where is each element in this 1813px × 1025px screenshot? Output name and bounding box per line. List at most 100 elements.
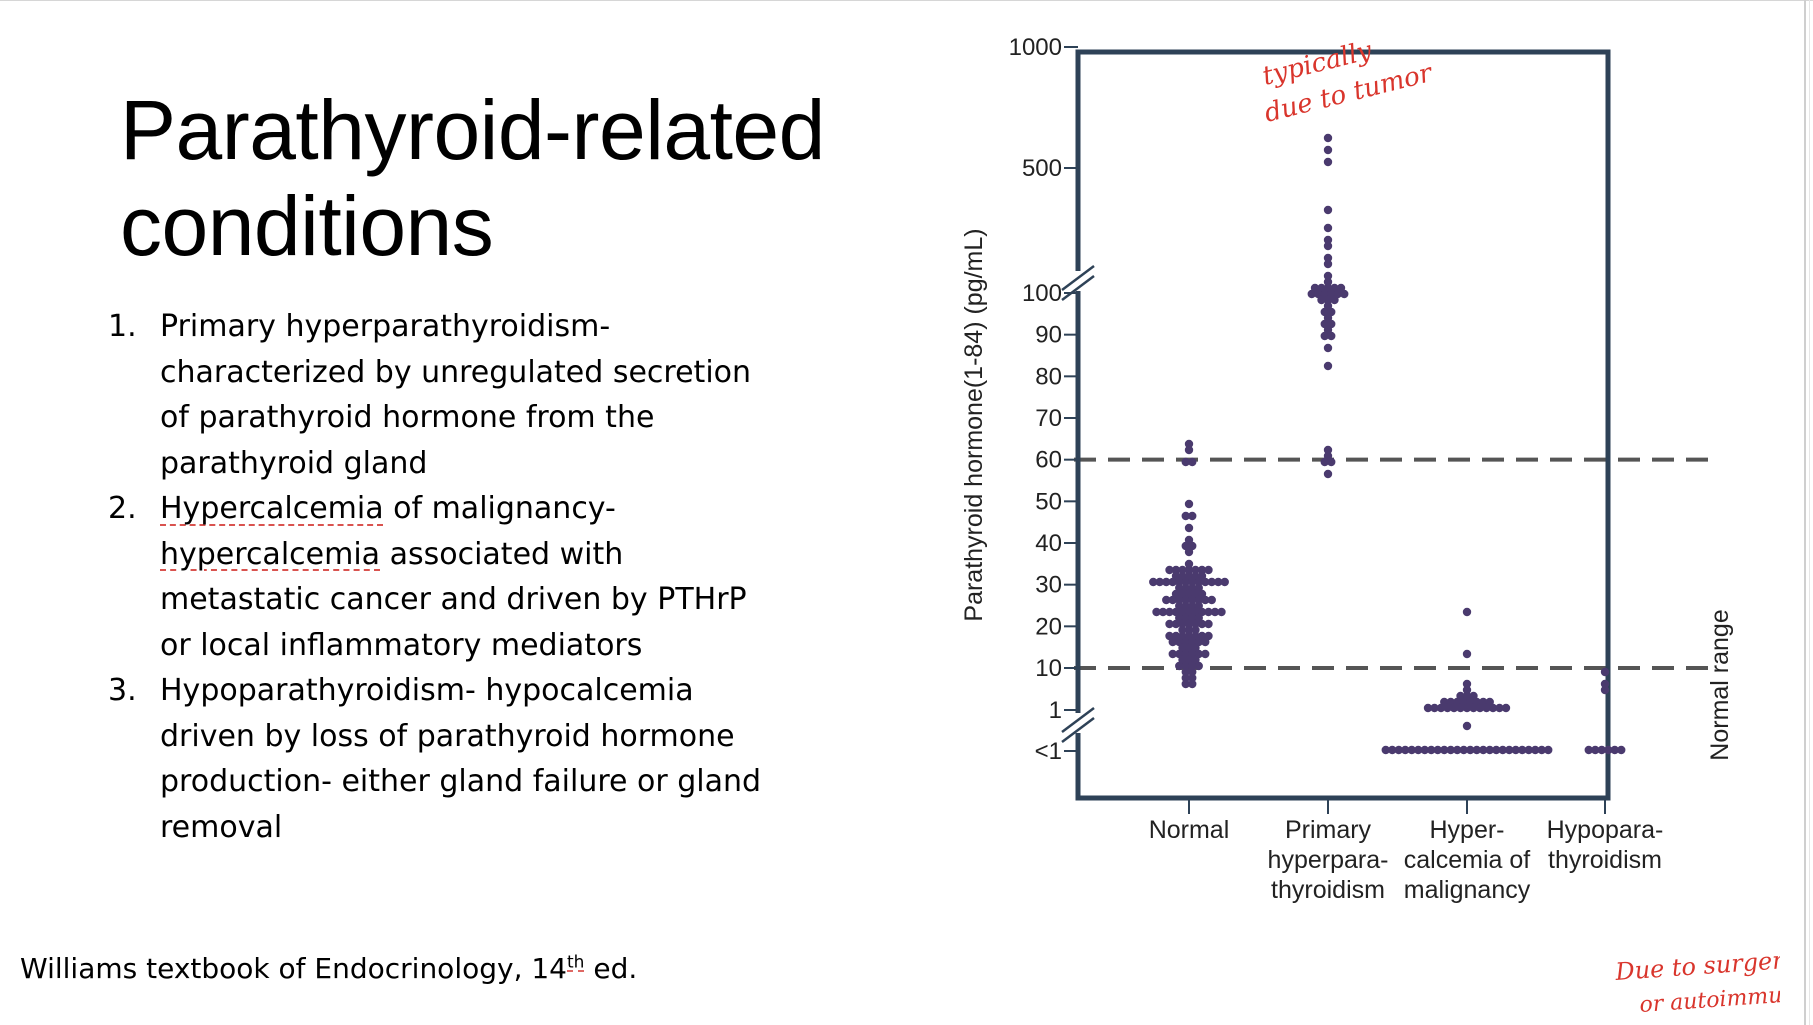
data-point [1188, 595, 1197, 605]
data-point [1323, 295, 1333, 305]
x-category-label: thyroidism [1548, 846, 1662, 874]
data-points [1149, 133, 1626, 755]
data-point [1584, 745, 1593, 755]
list-item-line: Primary hyperparathyroidism- [160, 309, 611, 344]
y-tick-label: 10 [1035, 655, 1062, 682]
data-point [1544, 745, 1553, 755]
data-point [1188, 673, 1197, 683]
data-point [1210, 607, 1220, 617]
data-point [1155, 577, 1164, 587]
y-tick-label: 100 [1022, 280, 1062, 307]
data-point [1394, 745, 1403, 755]
data-point [1327, 457, 1336, 467]
y-tick-label: 70 [1035, 405, 1062, 432]
citation-text: Williams textbook of Endocrinology, 14 [20, 952, 567, 985]
data-point [1181, 667, 1190, 677]
x-category-label: Normal [1149, 816, 1230, 844]
pth-scatter-figure: <1 1 10 20 30 40 50 60 70 80 90 100 500 1000 Normal Pr… [940, 30, 1780, 1020]
list-item-line: hypercalcemia associated with [160, 532, 820, 578]
data-point [1214, 577, 1223, 587]
data-point [1610, 745, 1619, 755]
window-top-border [0, 0, 1813, 1]
data-point [1407, 745, 1416, 755]
list-item-line: of parathyroid hormone from the [160, 400, 655, 435]
data-point [1498, 745, 1507, 755]
annotation-bottom-line1: Due to surgery [1613, 945, 1780, 986]
data-point [1505, 745, 1514, 755]
x-category-label: thyroidism [1271, 876, 1385, 904]
data-point [1204, 619, 1213, 629]
data-point [1501, 703, 1511, 713]
data-point [1423, 703, 1433, 713]
list-item-line-rest: of malignancy- [383, 491, 616, 526]
pth-scatter-chart: <1 1 10 20 30 40 50 60 70 80 90 100 500 1000 Normal Pr… [960, 34, 1780, 1018]
data-point [1184, 547, 1194, 557]
list-item-line: driven by loss of parathyroid hormone [160, 718, 735, 754]
data-point [1168, 595, 1177, 605]
data-point [1181, 661, 1190, 671]
conditions-list: 1. Primary hyperparathyroidism- characte… [100, 304, 820, 850]
data-point [1217, 607, 1226, 617]
data-point [1462, 607, 1472, 617]
data-point [1492, 745, 1501, 755]
data-point [1197, 619, 1207, 629]
y-tick-label: 20 [1035, 613, 1062, 640]
data-point [1175, 661, 1184, 671]
x-category-label: malignancy [1404, 876, 1531, 904]
x-category-label: Hyper- [1429, 816, 1504, 844]
data-point [1475, 703, 1485, 713]
data-point [1420, 745, 1429, 755]
data-point [1323, 205, 1333, 215]
annotation-bottom-line2: or autoimmune [1639, 981, 1780, 1018]
data-point [1188, 667, 1197, 677]
citation: Williams textbook of Endocrinology, 14th… [20, 952, 637, 985]
list-item-line: parathyroid gland [160, 445, 428, 481]
data-point [1201, 577, 1210, 587]
data-point [1453, 745, 1462, 755]
data-point [1184, 625, 1194, 635]
data-point [1188, 679, 1197, 689]
list-item-line: removal [160, 809, 283, 845]
data-point [1443, 703, 1452, 713]
y-tick-label: 500 [1022, 155, 1062, 182]
data-point [1204, 565, 1213, 575]
data-point [1181, 595, 1190, 605]
data-point [1178, 619, 1187, 629]
data-point [1330, 295, 1339, 305]
data-point [1181, 673, 1190, 683]
data-point [1449, 703, 1459, 713]
data-point [1201, 595, 1210, 605]
data-point [1617, 745, 1626, 755]
axis-break-mark [1061, 275, 1095, 301]
data-point [1440, 745, 1449, 755]
data-point [1388, 745, 1397, 755]
data-point [1604, 745, 1613, 755]
window-right-border [1804, 0, 1806, 1025]
data-point [1323, 145, 1333, 155]
data-point [1340, 289, 1349, 299]
data-point [1168, 577, 1177, 587]
data-point [1323, 343, 1333, 353]
slide-title: Parathyroid-related conditions [120, 82, 880, 274]
data-point [1168, 649, 1177, 659]
y-tick-label: 30 [1035, 572, 1062, 599]
data-point [1469, 703, 1478, 713]
data-point [1401, 745, 1410, 755]
data-point [1600, 667, 1610, 677]
data-point [1197, 565, 1207, 575]
data-point [1181, 679, 1190, 689]
y-axis-label: Parathyroid hormone(1-84) (pg/mL) [960, 228, 988, 621]
spellcheck-word: Hypercalcemia [160, 491, 384, 526]
data-point [1188, 457, 1197, 467]
data-point [1381, 745, 1390, 755]
data-point [1184, 559, 1194, 569]
data-point [1191, 625, 1200, 635]
list-item-number: 1. [108, 309, 137, 344]
data-point [1472, 745, 1481, 755]
y-tick-label: 90 [1035, 322, 1062, 349]
data-point [1184, 445, 1194, 455]
data-point [1446, 745, 1455, 755]
axis-break-mark [1061, 717, 1095, 743]
x-category-label: Hypopara- [1547, 816, 1664, 844]
